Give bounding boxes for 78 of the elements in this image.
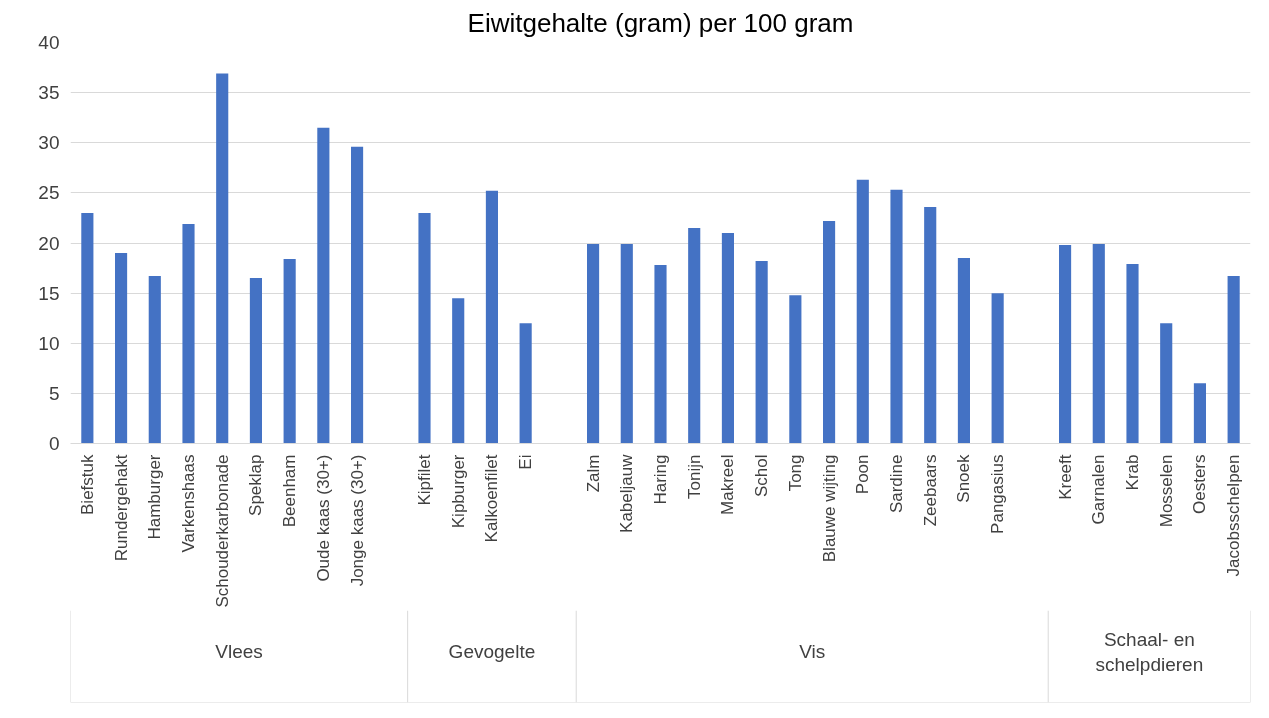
x-tick-label: Speklap xyxy=(246,454,266,516)
x-tick-label: Beenham xyxy=(280,454,300,528)
bar xyxy=(1193,383,1206,444)
bar xyxy=(789,295,802,444)
bar xyxy=(81,212,94,444)
x-tick-label: Zalm xyxy=(583,454,603,493)
y-tick-label: 25 xyxy=(38,182,60,204)
bar xyxy=(1160,323,1173,444)
x-tick-label: Haring xyxy=(651,454,670,505)
bar xyxy=(283,259,296,444)
x-tick-label: Jonge kaas (30+) xyxy=(347,454,367,587)
text: Schaal- en schelpdieren xyxy=(1095,628,1204,675)
bar xyxy=(620,244,633,444)
y-tick-label: 10 xyxy=(38,332,60,354)
bar xyxy=(182,223,195,444)
bar xyxy=(216,73,229,444)
y-tick-label: 30 xyxy=(38,132,60,154)
x-tick-label: Oude kaas (30+) xyxy=(313,454,333,582)
bar xyxy=(688,227,701,444)
bar xyxy=(351,146,364,444)
x-tick-label: Kabeljauw xyxy=(617,453,637,533)
x-tick-label: Rundergehakt xyxy=(111,454,131,562)
bar xyxy=(519,323,532,444)
bar xyxy=(148,276,161,444)
x-tick-label: Schol xyxy=(752,454,772,498)
x-tick-label: Kalkoenfilet xyxy=(482,454,502,543)
x-tick-label: Tonijn xyxy=(684,454,704,499)
x-tick-label: Tong xyxy=(785,454,805,492)
bar xyxy=(418,212,431,444)
bar xyxy=(991,293,1004,444)
x-tick-label: Sardine xyxy=(887,454,906,514)
bar xyxy=(249,278,262,444)
x-tick-label: Varkenshaas xyxy=(179,454,198,553)
bar xyxy=(654,265,667,444)
bar xyxy=(587,244,600,444)
bar xyxy=(890,189,903,444)
x-tick-label: Hamburger xyxy=(145,454,165,540)
x-tick-label: Kreeft xyxy=(1055,454,1075,500)
y-tick-label: 0 xyxy=(48,433,60,454)
bar xyxy=(755,261,768,444)
x-tick-label: Mosselen xyxy=(1156,454,1176,528)
y-tick-label: 35 xyxy=(38,82,60,104)
x-tick-label: Oesters xyxy=(1190,454,1210,515)
x-tick-label: Zeebaars xyxy=(920,454,940,527)
y-tick-label: 15 xyxy=(38,282,60,304)
text: Vis xyxy=(799,641,826,663)
x-tick-label: Pangasius xyxy=(988,454,1008,534)
x-tick-label: Garnalen xyxy=(1089,454,1109,525)
bar xyxy=(957,258,970,444)
bar xyxy=(856,179,869,444)
bar xyxy=(317,127,330,444)
x-tick-label: Schouderkarbonade xyxy=(212,454,232,608)
x-tick-label: Kipburger xyxy=(448,454,468,529)
bar xyxy=(823,220,836,444)
x-tick-label: Makreel xyxy=(718,454,738,515)
y-tick-label: 20 xyxy=(38,232,60,254)
y-tick-label: 5 xyxy=(48,382,60,404)
bar xyxy=(1059,245,1072,444)
text: Vlees xyxy=(215,641,263,663)
bar xyxy=(1126,264,1139,444)
y-tick-label: 40 xyxy=(38,32,60,53)
x-tick-label: Jacobsschelpen xyxy=(1224,454,1244,577)
x-tick-label: Krab xyxy=(1123,454,1142,491)
x-tick-label: Poon xyxy=(853,454,873,495)
bar xyxy=(721,232,734,444)
x-tick-label: Snoek xyxy=(954,454,974,503)
x-tick-label: Ei xyxy=(516,454,536,470)
text: Gevogelte xyxy=(448,641,536,663)
x-tick-label: Biefstuk xyxy=(77,454,97,515)
bar xyxy=(1227,276,1240,444)
x-tick-label: Blauwe wijting xyxy=(819,454,839,563)
bar xyxy=(1092,244,1105,444)
bar xyxy=(452,298,465,444)
chart-title: Eiwitgehalte (gram) per 100 gram xyxy=(467,7,854,38)
bar xyxy=(115,253,128,444)
x-tick-label: Kipfilet xyxy=(415,454,434,506)
bar xyxy=(924,206,937,444)
bar xyxy=(485,190,498,444)
